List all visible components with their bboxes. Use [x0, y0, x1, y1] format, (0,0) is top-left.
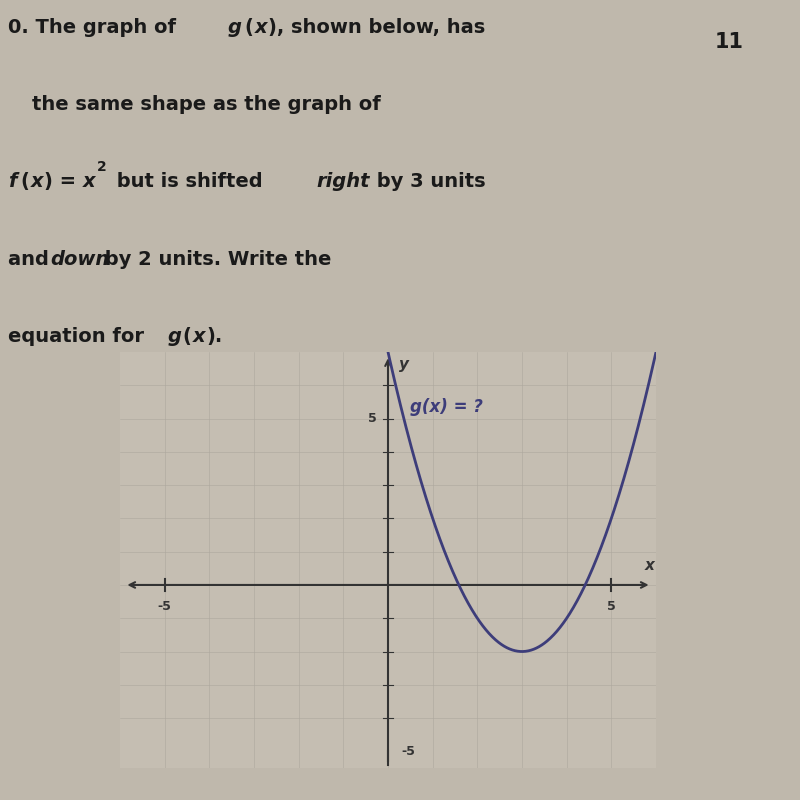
Text: x: x: [254, 18, 267, 37]
Text: down: down: [50, 250, 110, 269]
Text: (: (: [182, 327, 191, 346]
Text: equation for: equation for: [8, 327, 150, 346]
Text: ), shown below, has: ), shown below, has: [268, 18, 486, 37]
Text: 5: 5: [368, 412, 377, 425]
Text: -5: -5: [402, 745, 415, 758]
Text: x: x: [30, 173, 43, 191]
Text: g: g: [228, 18, 242, 37]
Text: x: x: [644, 558, 654, 574]
Text: 2: 2: [97, 160, 106, 174]
Text: by 2 units. Write the: by 2 units. Write the: [98, 250, 332, 269]
Text: x: x: [82, 173, 95, 191]
Text: ).: ).: [206, 327, 222, 346]
Text: 5: 5: [607, 600, 616, 613]
Text: ) =: ) =: [44, 173, 83, 191]
Text: -5: -5: [158, 600, 172, 613]
Text: right: right: [316, 173, 370, 191]
Text: 0. The graph of: 0. The graph of: [8, 18, 182, 37]
Text: x: x: [193, 327, 206, 346]
Text: 11: 11: [715, 32, 744, 52]
Text: (: (: [244, 18, 253, 37]
Text: g: g: [168, 327, 182, 346]
Text: f: f: [8, 173, 17, 191]
Text: the same shape as the graph of: the same shape as the graph of: [32, 95, 381, 114]
Text: by 3 units: by 3 units: [370, 173, 486, 191]
Text: (: (: [20, 173, 29, 191]
Text: and: and: [8, 250, 56, 269]
Text: y: y: [399, 357, 409, 372]
Text: but is shifted: but is shifted: [110, 173, 269, 191]
Text: g(x) = ?: g(x) = ?: [410, 398, 483, 416]
